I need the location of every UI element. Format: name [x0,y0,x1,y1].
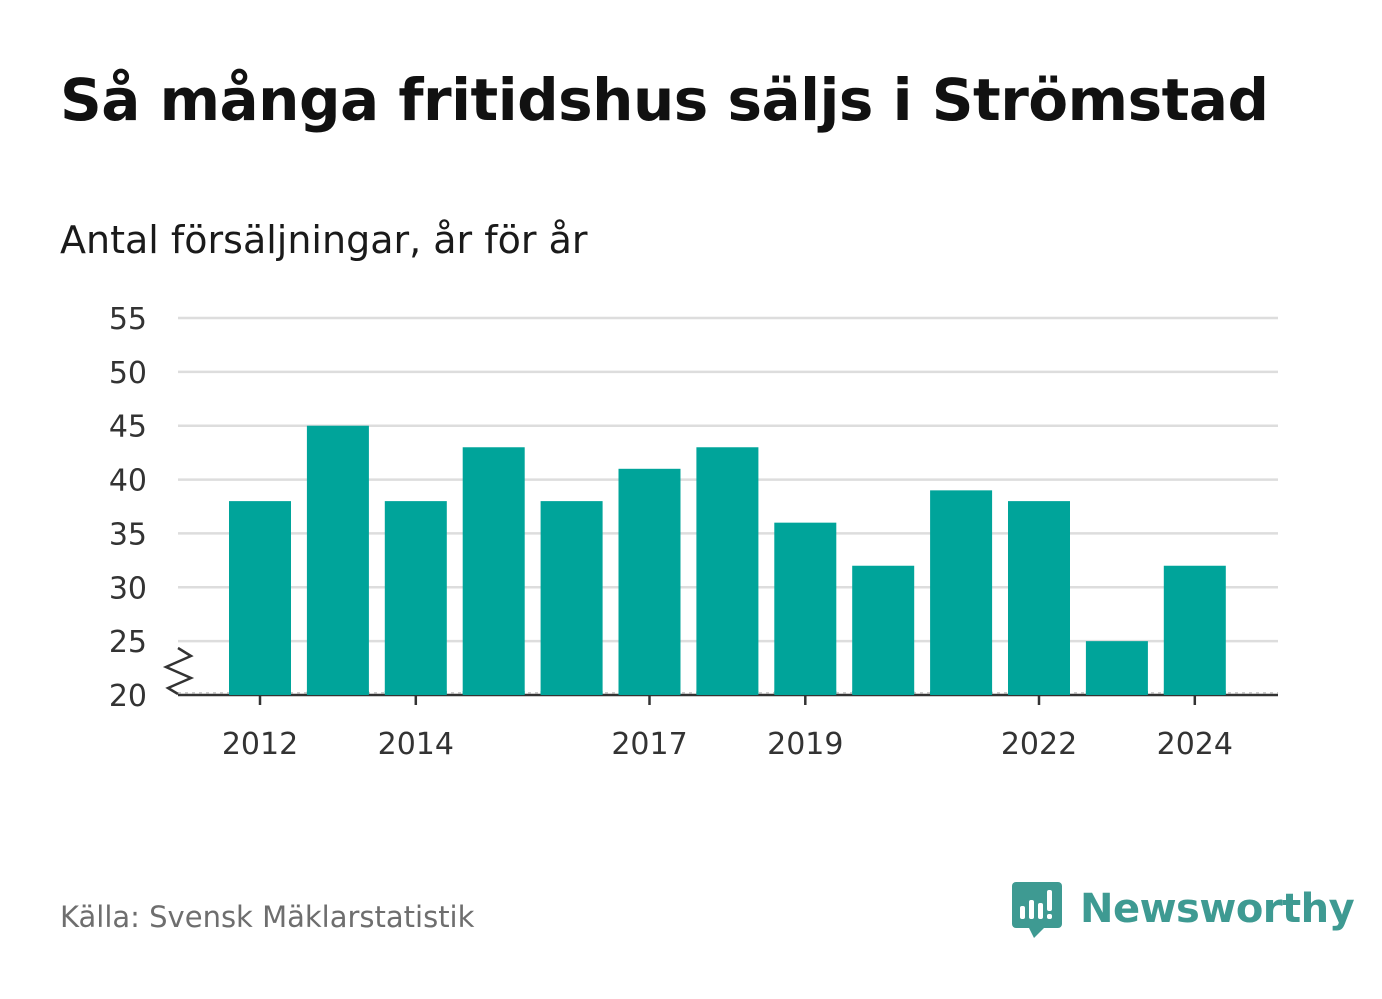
bar-base-2020 [852,691,915,695]
bar-2017 [618,468,681,695]
bar-2014 [384,501,447,695]
source-note: Källa: Svensk Mäklarstatistik [60,900,475,934]
bar-base-2014 [384,691,447,695]
y-tick-label-50: 50 [109,356,147,391]
bars [229,425,1226,695]
x-tick-label-2017: 2017 [611,727,687,762]
y-tick-label-25: 25 [109,625,147,660]
y-tick-label-40: 40 [109,464,147,499]
chart-title: Så många fritidshus säljs i Strömstad [60,66,1269,134]
bar-2020 [852,565,915,695]
y-axis-break-icon [162,646,195,696]
bar-2021 [930,490,993,695]
y-tick-label-30: 30 [109,571,147,606]
y-tick-label-20: 20 [109,679,147,714]
chart-subtitle: Antal försäljningar, år för år [60,218,588,262]
x-tick-label-2019: 2019 [767,727,843,762]
bar-base-2023 [1085,691,1148,695]
axes [162,646,1278,697]
x-tick-label-2012: 2012 [222,727,298,762]
bar-base-2024 [1163,691,1226,695]
bar-2024 [1163,565,1226,695]
x-tick-label-2024: 2024 [1157,727,1233,762]
newsworthy-logo-icon [1012,882,1062,938]
bar-base-2015 [462,691,525,695]
bar-2013 [306,425,369,695]
bar-base-2021 [930,691,993,695]
bar-base-2017 [618,691,681,695]
y-tick-label-55: 55 [109,302,147,337]
bar-2016 [540,501,603,695]
bar-2015 [462,447,525,695]
brand-logo: Newsworthy [1010,878,1355,940]
bar-base-2019 [774,691,837,695]
bar-base-2022 [1008,691,1070,695]
bar-base-2012 [229,691,291,695]
bar-2019 [774,522,837,695]
x-axis-tick-labels: 2012 2014 2017 2019 2022 2024 [222,695,1233,762]
brand-name: Newsworthy [1080,886,1355,932]
bar-base-2016 [540,691,603,695]
bar-base-2018 [696,691,759,695]
bar-2018 [696,447,759,695]
bar-2012 [229,501,291,695]
y-tick-label-45: 45 [109,410,147,445]
y-tick-label-35: 35 [109,517,147,552]
x-tick-label-2022: 2022 [1001,727,1077,762]
bar-2023 [1085,641,1148,695]
bar-2022 [1008,501,1070,695]
x-tick-label-2014: 2014 [378,727,454,762]
bar-base-2013 [306,691,369,695]
y-axis-tick-labels: 20 25 30 35 40 45 50 55 [109,302,147,714]
